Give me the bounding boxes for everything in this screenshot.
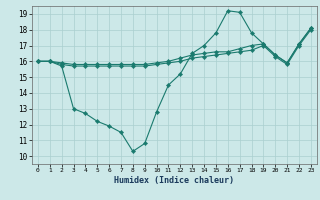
- X-axis label: Humidex (Indice chaleur): Humidex (Indice chaleur): [115, 176, 234, 185]
